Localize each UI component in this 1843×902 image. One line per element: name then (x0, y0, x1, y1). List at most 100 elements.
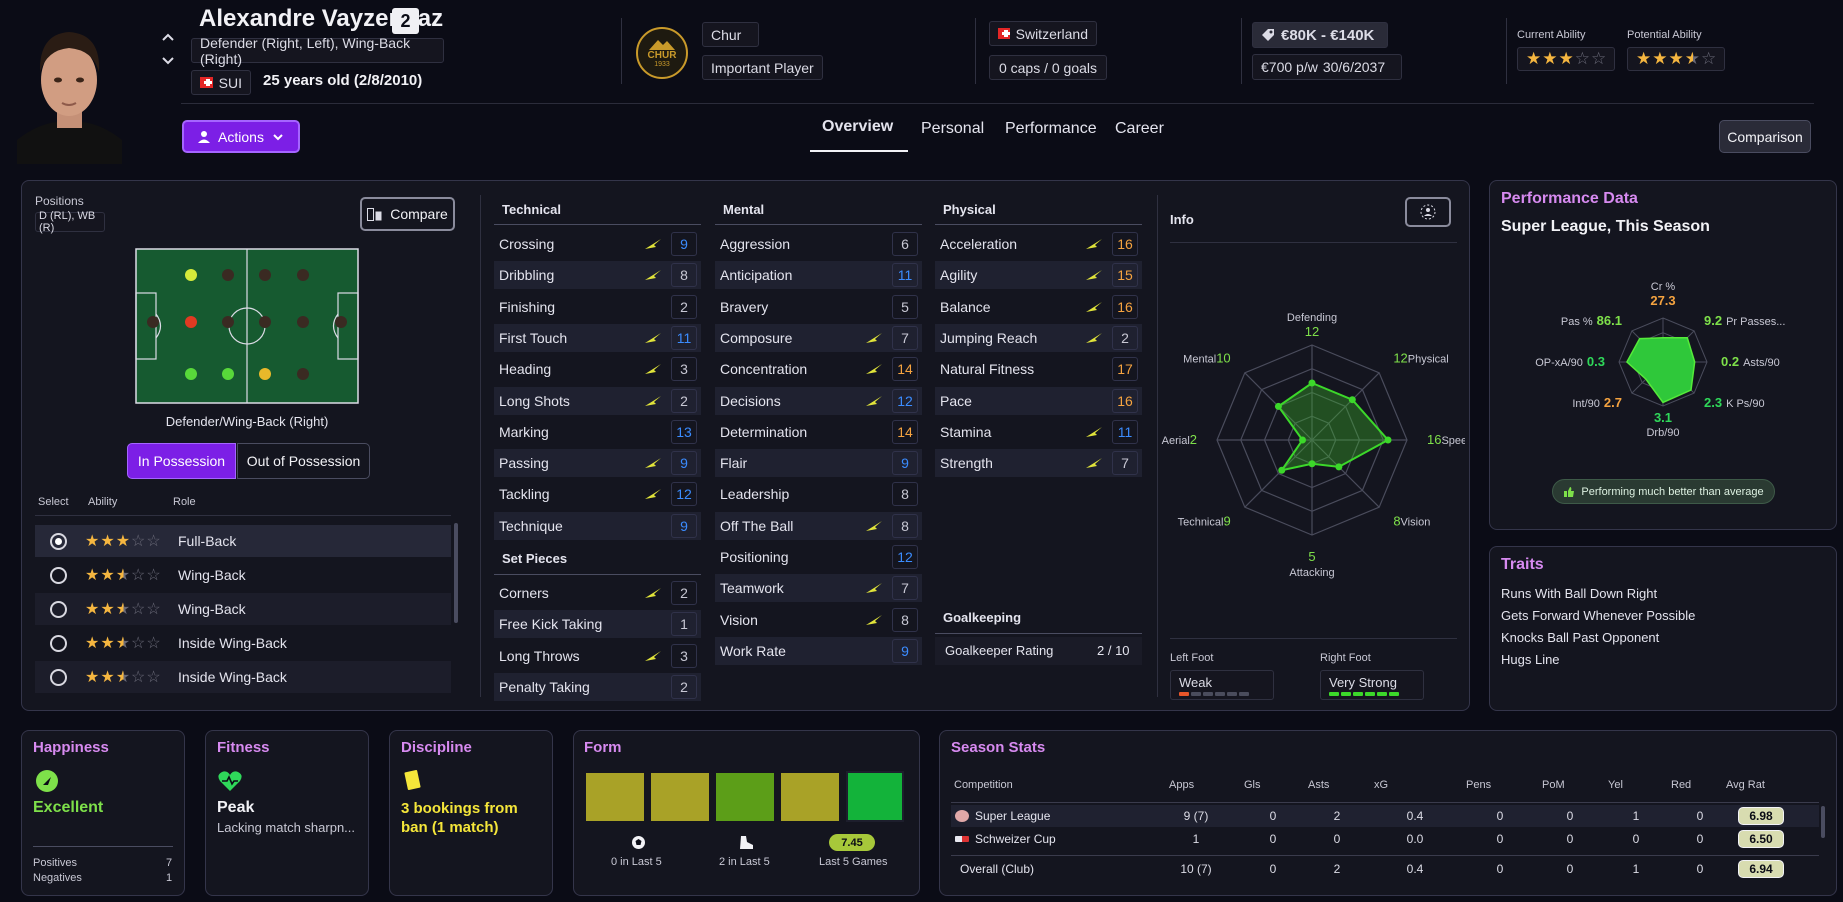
role-row[interactable]: ★★★☆☆ Wing-Back (35, 559, 451, 591)
attribute-row[interactable]: Pace 16 (935, 386, 1142, 415)
role-row[interactable]: ★★★☆☆ Inside Wing-Back (35, 627, 451, 659)
tab-performance[interactable]: Performance (1005, 120, 1097, 137)
attribute-row[interactable]: Positioning 12 (715, 543, 922, 571)
actions-button[interactable]: Actions (182, 120, 300, 153)
attribute-row[interactable]: Acceleration 16 (935, 230, 1142, 258)
attribute-row[interactable]: Strength 7 (935, 449, 1142, 478)
header-separator (181, 103, 1814, 104)
role-row[interactable]: ★★★☆☆ Full-Back (35, 525, 451, 557)
attribute-value: 2 (671, 674, 697, 699)
stats-header[interactable]: Yel (1608, 779, 1623, 791)
role-title: Defender/Wing-Back (Right) (165, 414, 329, 429)
happiness-title: Happiness (33, 739, 109, 756)
stats-competition[interactable]: Overall (Club) (960, 862, 1035, 876)
pitch-diagram (135, 248, 359, 404)
comparison-button[interactable]: Comparison (1719, 120, 1811, 153)
stats-row[interactable] (951, 805, 1819, 827)
role-radio[interactable] (50, 567, 67, 584)
attribute-row[interactable]: Crossing 9 (494, 230, 701, 258)
roles-scrollbar[interactable] (454, 523, 458, 623)
attribute-row[interactable]: Heading 3 (494, 355, 701, 383)
stats-scrollbar[interactable] (1821, 806, 1825, 838)
attribute-row[interactable]: Off The Ball 8 (715, 511, 922, 540)
stats-header[interactable]: PoM (1542, 779, 1565, 791)
attribute-row[interactable]: Determination 14 (715, 418, 922, 446)
attribute-row[interactable]: Anticipation 11 (715, 261, 922, 290)
role-radio[interactable] (50, 601, 67, 618)
attribute-row[interactable]: Agility 15 (935, 261, 1142, 290)
attribute-row[interactable]: Penalty Taking 2 (494, 672, 701, 701)
form-match-square[interactable] (846, 771, 904, 822)
trait-item: Gets Forward Whenever Possible (1501, 608, 1696, 623)
club-badge[interactable]: CHUR 1933 (636, 27, 688, 79)
stats-header[interactable]: Gls (1244, 779, 1261, 791)
compare-button[interactable]: Compare (360, 197, 455, 231)
attribute-row[interactable]: Balance 16 (935, 293, 1142, 321)
form-match-square[interactable] (716, 773, 774, 821)
attribute-row[interactable]: Stamina 11 (935, 418, 1142, 446)
stats-header[interactable]: Asts (1308, 779, 1330, 791)
form-match-square[interactable] (651, 773, 709, 821)
stats-header[interactable]: Red (1671, 779, 1692, 791)
attribute-row[interactable]: Technique 9 (494, 511, 701, 540)
attribute-row[interactable]: Composure 7 (715, 323, 922, 352)
stats-header[interactable]: xG (1374, 779, 1389, 791)
tab-overview[interactable]: Overview (822, 118, 894, 135)
stats-competition[interactable]: Super League (975, 809, 1051, 823)
attribute-row[interactable]: Concentration 14 (715, 355, 922, 383)
stats-header[interactable]: Avg Rat (1726, 779, 1765, 791)
stats-header[interactable]: Competition (954, 779, 1013, 791)
role-radio[interactable] (50, 635, 67, 652)
attribute-row[interactable]: Free Kick Taking 1 (494, 610, 701, 639)
out-of-possession-toggle[interactable]: Out of Possession (237, 443, 370, 479)
role-row[interactable]: ★★★☆☆ Wing-Back (35, 593, 451, 625)
attribute-row[interactable]: Work Rate 9 (715, 636, 922, 665)
attribute-row[interactable]: Aggression 6 (715, 230, 922, 258)
attribute-row[interactable]: Finishing 2 (494, 293, 701, 321)
attribute-row[interactable]: Marking 13 (494, 418, 701, 446)
attribute-row[interactable]: Tackling 12 (494, 480, 701, 508)
tab-career[interactable]: Career (1115, 120, 1164, 137)
role-radio[interactable] (50, 669, 67, 686)
stats-header[interactable]: Pens (1466, 779, 1492, 791)
fitness-card[interactable] (205, 730, 369, 896)
info-toggle-button[interactable] (1405, 197, 1451, 227)
progress-arrow-icon (866, 614, 882, 625)
attribute-row[interactable]: Dribbling 8 (494, 261, 701, 290)
prev-player-icon[interactable] (161, 30, 175, 44)
attribute-value: 9 (671, 451, 697, 476)
country-chip[interactable]: Switzerland (989, 21, 1097, 46)
club-name[interactable]: Chur (702, 22, 759, 47)
nationality-chip[interactable]: SUI (191, 70, 251, 95)
attribute-row[interactable]: Bravery 5 (715, 293, 922, 321)
attribute-row[interactable]: Vision 8 (715, 606, 922, 634)
attribute-row[interactable]: Passing 9 (494, 449, 701, 478)
discipline-card[interactable] (389, 730, 553, 896)
happiness-card[interactable] (21, 730, 185, 896)
progress-arrow-icon (645, 458, 661, 469)
role-radio[interactable] (50, 533, 67, 550)
attribute-row[interactable]: Corners 2 (494, 579, 701, 607)
stats-competition[interactable]: Schweizer Cup (975, 832, 1056, 846)
next-player-icon[interactable] (161, 54, 175, 68)
attribute-row[interactable]: Decisions 12 (715, 386, 922, 415)
role-row[interactable]: ★★★☆☆ Inside Wing-Back (35, 661, 451, 693)
form-match-square[interactable] (781, 773, 839, 821)
attribute-name: Dribbling (499, 267, 555, 284)
tab-personal[interactable]: Personal (921, 120, 985, 137)
attribute-row[interactable]: Jumping Reach 2 (935, 323, 1142, 352)
attribute-row[interactable]: Natural Fitness 17 (935, 355, 1142, 383)
form-match-square[interactable] (586, 773, 644, 821)
gk-rating-value: 2 / 10 (1097, 643, 1130, 658)
attribute-row[interactable]: Teamwork 7 (715, 574, 922, 603)
attribute-value: 2 (671, 294, 697, 319)
attribute-row[interactable]: Leadership 8 (715, 480, 922, 508)
attribute-row[interactable]: Long Throws 3 (494, 642, 701, 670)
attribute-row[interactable]: Long Shots 2 (494, 386, 701, 415)
attribute-row[interactable]: First Touch 11 (494, 323, 701, 352)
radar-point (1278, 466, 1286, 474)
in-possession-toggle[interactable]: In Possession (127, 443, 236, 479)
attribute-row[interactable]: Flair 9 (715, 449, 922, 478)
positives-label: Positives (33, 857, 78, 869)
stats-header[interactable]: Apps (1169, 779, 1195, 791)
